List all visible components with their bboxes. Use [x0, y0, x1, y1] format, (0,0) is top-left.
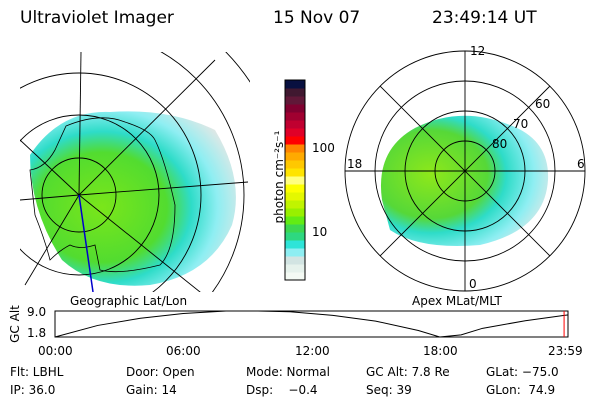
colorbar-swatch — [285, 200, 305, 209]
lat-label-80: 80 — [492, 137, 508, 151]
colorbar-swatch — [285, 240, 305, 249]
gc-alt-status: GC Alt: 7.8 Re — [366, 365, 450, 379]
colorbar-swatch — [285, 264, 305, 273]
xtick-3: 18:00 — [423, 344, 458, 358]
altitude-plot — [54, 310, 569, 338]
mlt-label-0: 0 — [469, 277, 477, 291]
colorbar-swatch — [285, 120, 305, 129]
colorbar — [284, 79, 306, 281]
right-panel-label: Apex MLat/MLT — [412, 294, 502, 308]
seq-status: Seq: 39 — [366, 383, 412, 397]
colorbar-swatch — [285, 232, 305, 241]
colorbar-tick-100: 100 — [312, 141, 335, 155]
colorbar-swatch — [285, 80, 305, 89]
glat-status: GLat: −75.0 — [486, 365, 559, 379]
colorbar-swatch — [285, 224, 305, 233]
lat-label-60: 60 — [535, 97, 551, 111]
coastline — [29, 117, 176, 273]
colorbar-swatch — [285, 192, 305, 201]
terminator-line — [78, 194, 94, 292]
mlt-label-12: 12 — [470, 44, 486, 58]
filter-status: Flt: LBHL — [10, 365, 64, 379]
colorbar-swatch — [285, 248, 305, 257]
ip-status: IP: 36.0 — [10, 383, 56, 397]
apex-polar-map — [344, 50, 586, 292]
instrument-title: Ultraviolet Imager — [20, 8, 174, 28]
colorbar-swatch — [285, 160, 305, 169]
ytick-top: 9.0 — [27, 305, 47, 319]
gain-status: Gain: 14 — [126, 383, 177, 397]
colorbar-tick-10: 10 — [312, 225, 328, 239]
altitude-axis-label: GC Alt — [7, 305, 22, 343]
mlt-label-18: 18 — [347, 157, 363, 171]
time-label: 23:49:14 UT — [432, 8, 537, 28]
ytick-bottom: 1.8 — [27, 326, 47, 340]
colorbar-swatch — [285, 96, 305, 105]
colorbar-swatch — [285, 176, 305, 185]
colorbar-swatch — [285, 216, 305, 225]
colorbar-swatch — [285, 184, 305, 193]
xtick-2: 12:00 — [295, 344, 330, 358]
lon-lines — [20, 52, 249, 292]
dsp-status: Dsp: −0.4 — [246, 383, 318, 397]
xtick-1: 06:00 — [166, 344, 201, 358]
colorbar-frame — [284, 79, 306, 281]
colorbar-swatch — [285, 112, 305, 121]
colorbar-swatch — [285, 128, 305, 137]
xtick-4: 23:59 — [548, 344, 583, 358]
door-status: Door: Open — [126, 365, 195, 379]
colorbar-swatch — [285, 256, 305, 265]
colorbar-unit-label: photon cm⁻²s⁻¹ — [272, 130, 286, 224]
colorbar-swatch — [285, 168, 305, 177]
geographic-map — [20, 52, 250, 292]
colorbar-swatch — [285, 144, 305, 153]
colorbar-swatch — [285, 152, 305, 161]
lat-circles — [20, 52, 250, 292]
lat-label-70: 70 — [513, 117, 529, 131]
date-label: 15 Nov 07 — [273, 8, 361, 28]
left-panel-label: Geographic Lat/Lon — [70, 294, 188, 308]
colorbar-swatch — [285, 88, 305, 97]
colorbar-swatch — [285, 104, 305, 113]
aurora-emission-left — [30, 111, 236, 286]
colorbar-swatch — [285, 208, 305, 217]
mode-status: Mode: Normal — [246, 365, 330, 379]
mlt-label-6: 6 — [577, 157, 585, 171]
altitude-line — [54, 310, 568, 338]
glon-status: GLon: 74.9 — [486, 383, 556, 397]
colorbar-swatch — [285, 136, 305, 145]
colorbar-swatch — [285, 272, 305, 281]
xtick-0: 00:00 — [38, 344, 73, 358]
